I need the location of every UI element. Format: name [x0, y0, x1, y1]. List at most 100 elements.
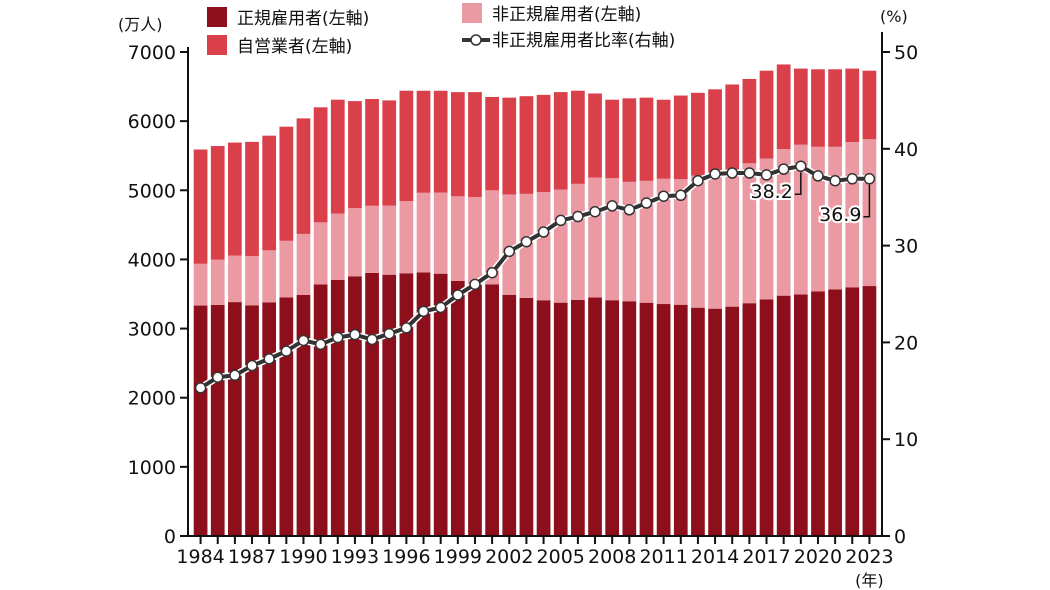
ratio-point-1994 — [366, 333, 378, 346]
ratio-point-1996 — [400, 322, 413, 334]
bar-selfemployed-1990 — [296, 118, 311, 234]
ratio-point-1987 — [246, 359, 258, 372]
ratio-point-2015 — [726, 167, 738, 179]
left-tick-label: 1000 — [128, 457, 176, 479]
legend-label: 非正規雇用者(左軸) — [492, 5, 641, 25]
bar-selfemployed-1989 — [279, 126, 294, 241]
ratio-line-path — [199, 164, 870, 390]
x-tick-label: 2020 — [794, 546, 842, 568]
x-tick-label: 2017 — [742, 546, 790, 568]
bar-selfemployed-1991 — [313, 107, 328, 223]
bar-regular-1993 — [348, 276, 362, 536]
x-tick-label: 1990 — [279, 546, 327, 568]
bar-regular-2023 — [862, 286, 877, 536]
bar-nonregular-1987 — [245, 256, 259, 306]
bar-selfemployed-2010 — [639, 97, 654, 181]
ratio-point-2001 — [486, 266, 498, 279]
bar-selfemployed-1987 — [245, 141, 259, 257]
bar-regular-1997 — [416, 272, 431, 536]
x-tick-label: 1996 — [382, 546, 430, 568]
bar-regular-1996 — [399, 273, 414, 536]
bar-regular-1984 — [193, 305, 208, 536]
ratio-point-2021 — [829, 174, 841, 187]
ratio-point-2007 — [589, 205, 601, 218]
bar-selfemployed-2013 — [691, 92, 705, 176]
right-tick-label: 30 — [894, 236, 918, 258]
ratio-point-1998 — [434, 301, 447, 314]
bar-nonregular-2013 — [691, 175, 705, 308]
x-tick-label: 1987 — [228, 546, 276, 568]
ratio-point-2018 — [777, 163, 790, 175]
bar-nonregular-1996 — [399, 201, 414, 274]
bar-nonregular-2008 — [605, 178, 620, 301]
ratio-point-2003 — [520, 235, 533, 248]
bar-nonregular-2000 — [468, 196, 482, 286]
bar-selfemployed-2014 — [708, 89, 722, 173]
ratio-point-1993 — [349, 328, 361, 341]
bar-nonregular-1999 — [450, 196, 465, 282]
bar-regular-2012 — [673, 304, 688, 536]
bar-nonregular-2011 — [656, 178, 671, 305]
bar-selfemployed-2019 — [793, 68, 808, 145]
bar-regular-1998 — [433, 273, 448, 536]
bar-regular-2017 — [759, 299, 774, 536]
legend-label: 非正規雇用者比率(右軸) — [492, 31, 675, 51]
bar-regular-1995 — [382, 274, 397, 536]
bar-selfemployed-2018 — [776, 64, 791, 150]
ratio-point-2023 — [863, 173, 876, 185]
legend-label: 正規雇用者(左軸) — [237, 9, 369, 29]
legend-swatch — [207, 7, 227, 27]
bar-selfemployed-1999 — [450, 92, 465, 197]
bar-regular-2016 — [742, 303, 757, 536]
bar-nonregular-1993 — [348, 208, 362, 277]
ratio-point-2005 — [554, 214, 567, 227]
bar-regular-2019 — [793, 294, 808, 536]
bar-nonregular-1986 — [228, 255, 242, 303]
ratio-point-1990 — [297, 334, 310, 347]
bar-regular-2011 — [656, 304, 671, 536]
bar-nonregular-2020 — [811, 146, 825, 292]
ratio-point-2009 — [623, 204, 636, 216]
bar-nonregular-1989 — [279, 240, 294, 298]
right-axis-unit: (%) — [880, 7, 908, 26]
annotation-leader — [794, 172, 802, 195]
bar-regular-2013 — [691, 307, 705, 536]
bar-nonregular-1994 — [365, 205, 379, 273]
bars — [193, 64, 877, 536]
bar-selfemployed-1995 — [382, 100, 397, 206]
bar-selfemployed-2001 — [485, 96, 499, 191]
bar-nonregular-2015 — [725, 169, 740, 307]
bar-nonregular-2016 — [742, 163, 757, 304]
bar-regular-2021 — [828, 289, 842, 536]
x-tick-label: 2005 — [537, 546, 585, 568]
ratio-line: 38.2 36.9 — [194, 160, 876, 394]
ratio-point-2014 — [709, 168, 721, 180]
bar-selfemployed-2006 — [571, 90, 585, 184]
bar-nonregular-2005 — [553, 189, 568, 303]
left-tick-label: 3000 — [128, 319, 176, 341]
legend-swatch — [462, 3, 482, 23]
left-axis-unit: (万人) — [118, 15, 163, 34]
ratio-point-2002 — [503, 245, 516, 258]
left-tick-label: 6000 — [128, 111, 176, 133]
bar-selfemployed-2020 — [811, 69, 825, 147]
bar-nonregular-2001 — [485, 190, 499, 285]
ratio-point-1991 — [314, 338, 327, 351]
bar-selfemployed-2015 — [725, 84, 740, 170]
bar-selfemployed-2009 — [622, 98, 637, 182]
bar-selfemployed-1994 — [365, 99, 379, 206]
bar-regular-2010 — [639, 302, 654, 536]
right-tick-label: 50 — [894, 42, 918, 64]
legend-swatch — [207, 35, 227, 55]
bar-selfemployed-2023 — [862, 70, 877, 140]
bar-regular-1994 — [365, 272, 379, 536]
bar-nonregular-1991 — [313, 222, 328, 285]
legend: 正規雇用者(左軸) 自営業者(左軸) 非正規雇用者(左軸) 非正規雇用者比率(右軸) — [207, 3, 675, 57]
bar-nonregular-2019 — [793, 144, 808, 295]
bar-selfemployed-2012 — [673, 95, 688, 180]
bar-regular-1989 — [279, 297, 294, 536]
ratio-point-2010 — [640, 197, 653, 209]
bar-selfemployed-2000 — [468, 92, 482, 197]
bar-nonregular-2009 — [622, 181, 637, 302]
